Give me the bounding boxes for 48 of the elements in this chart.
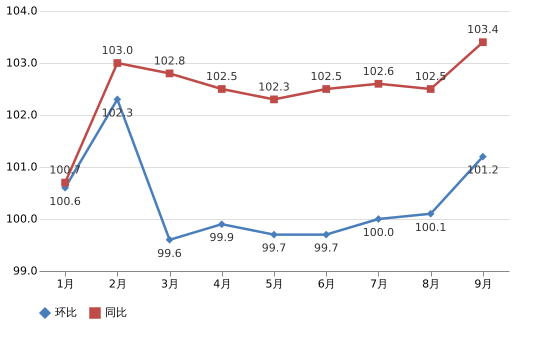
point — [270, 230, 278, 238]
data-label: 99.9 — [210, 231, 234, 244]
x-tick-label: 5月 — [266, 278, 284, 290]
data-label: 102.5 — [206, 70, 238, 83]
point — [113, 59, 122, 67]
data-label: 99.6 — [157, 246, 182, 260]
x-tick-label: 3月 — [161, 278, 180, 290]
y-tick-label: 103.0 — [6, 56, 38, 70]
point — [113, 96, 122, 104]
point — [426, 210, 435, 218]
data-label: 103.0 — [102, 44, 134, 57]
point — [166, 236, 174, 244]
x-tick-label: 8月 — [422, 278, 440, 290]
y-tick-label: 100.0 — [6, 212, 38, 226]
point — [374, 80, 382, 88]
y-tick-label: 99.0 — [13, 264, 38, 278]
data-label: 102.3 — [258, 80, 290, 94]
x-tick-label: 7月 — [370, 278, 388, 290]
point — [218, 220, 226, 228]
legend-label: 环比 — [55, 306, 77, 319]
x-tick-label: 9月 — [474, 278, 492, 290]
data-label: 99.7 — [314, 242, 338, 255]
x-tick-label: 1月 — [56, 278, 75, 290]
data-label: 102.5 — [310, 70, 342, 83]
point — [426, 85, 435, 93]
point — [374, 215, 382, 223]
data-label: 102.8 — [154, 54, 186, 68]
x-tick-label: 6月 — [318, 278, 336, 290]
y-tick-label: 102.0 — [6, 108, 38, 122]
point — [322, 85, 330, 93]
data-label: 100.0 — [362, 226, 394, 239]
point — [322, 230, 330, 238]
point — [479, 152, 487, 160]
point — [166, 70, 174, 78]
data-label: 102.6 — [362, 64, 394, 78]
data-label: 100.6 — [49, 194, 81, 208]
data-label: 99.7 — [262, 242, 286, 255]
point — [61, 178, 69, 186]
y-tick-label: 101.0 — [6, 160, 38, 174]
point — [218, 85, 226, 93]
point — [270, 96, 278, 104]
data-label: 100.1 — [414, 220, 446, 234]
point — [479, 38, 487, 46]
y-tick-label: 104.0 — [6, 4, 38, 18]
x-tick-label: 2月 — [108, 278, 127, 290]
data-label: 103.4 — [467, 23, 499, 36]
legend-label: 同比 — [105, 306, 127, 319]
x-tick-label: 4月 — [213, 278, 232, 290]
